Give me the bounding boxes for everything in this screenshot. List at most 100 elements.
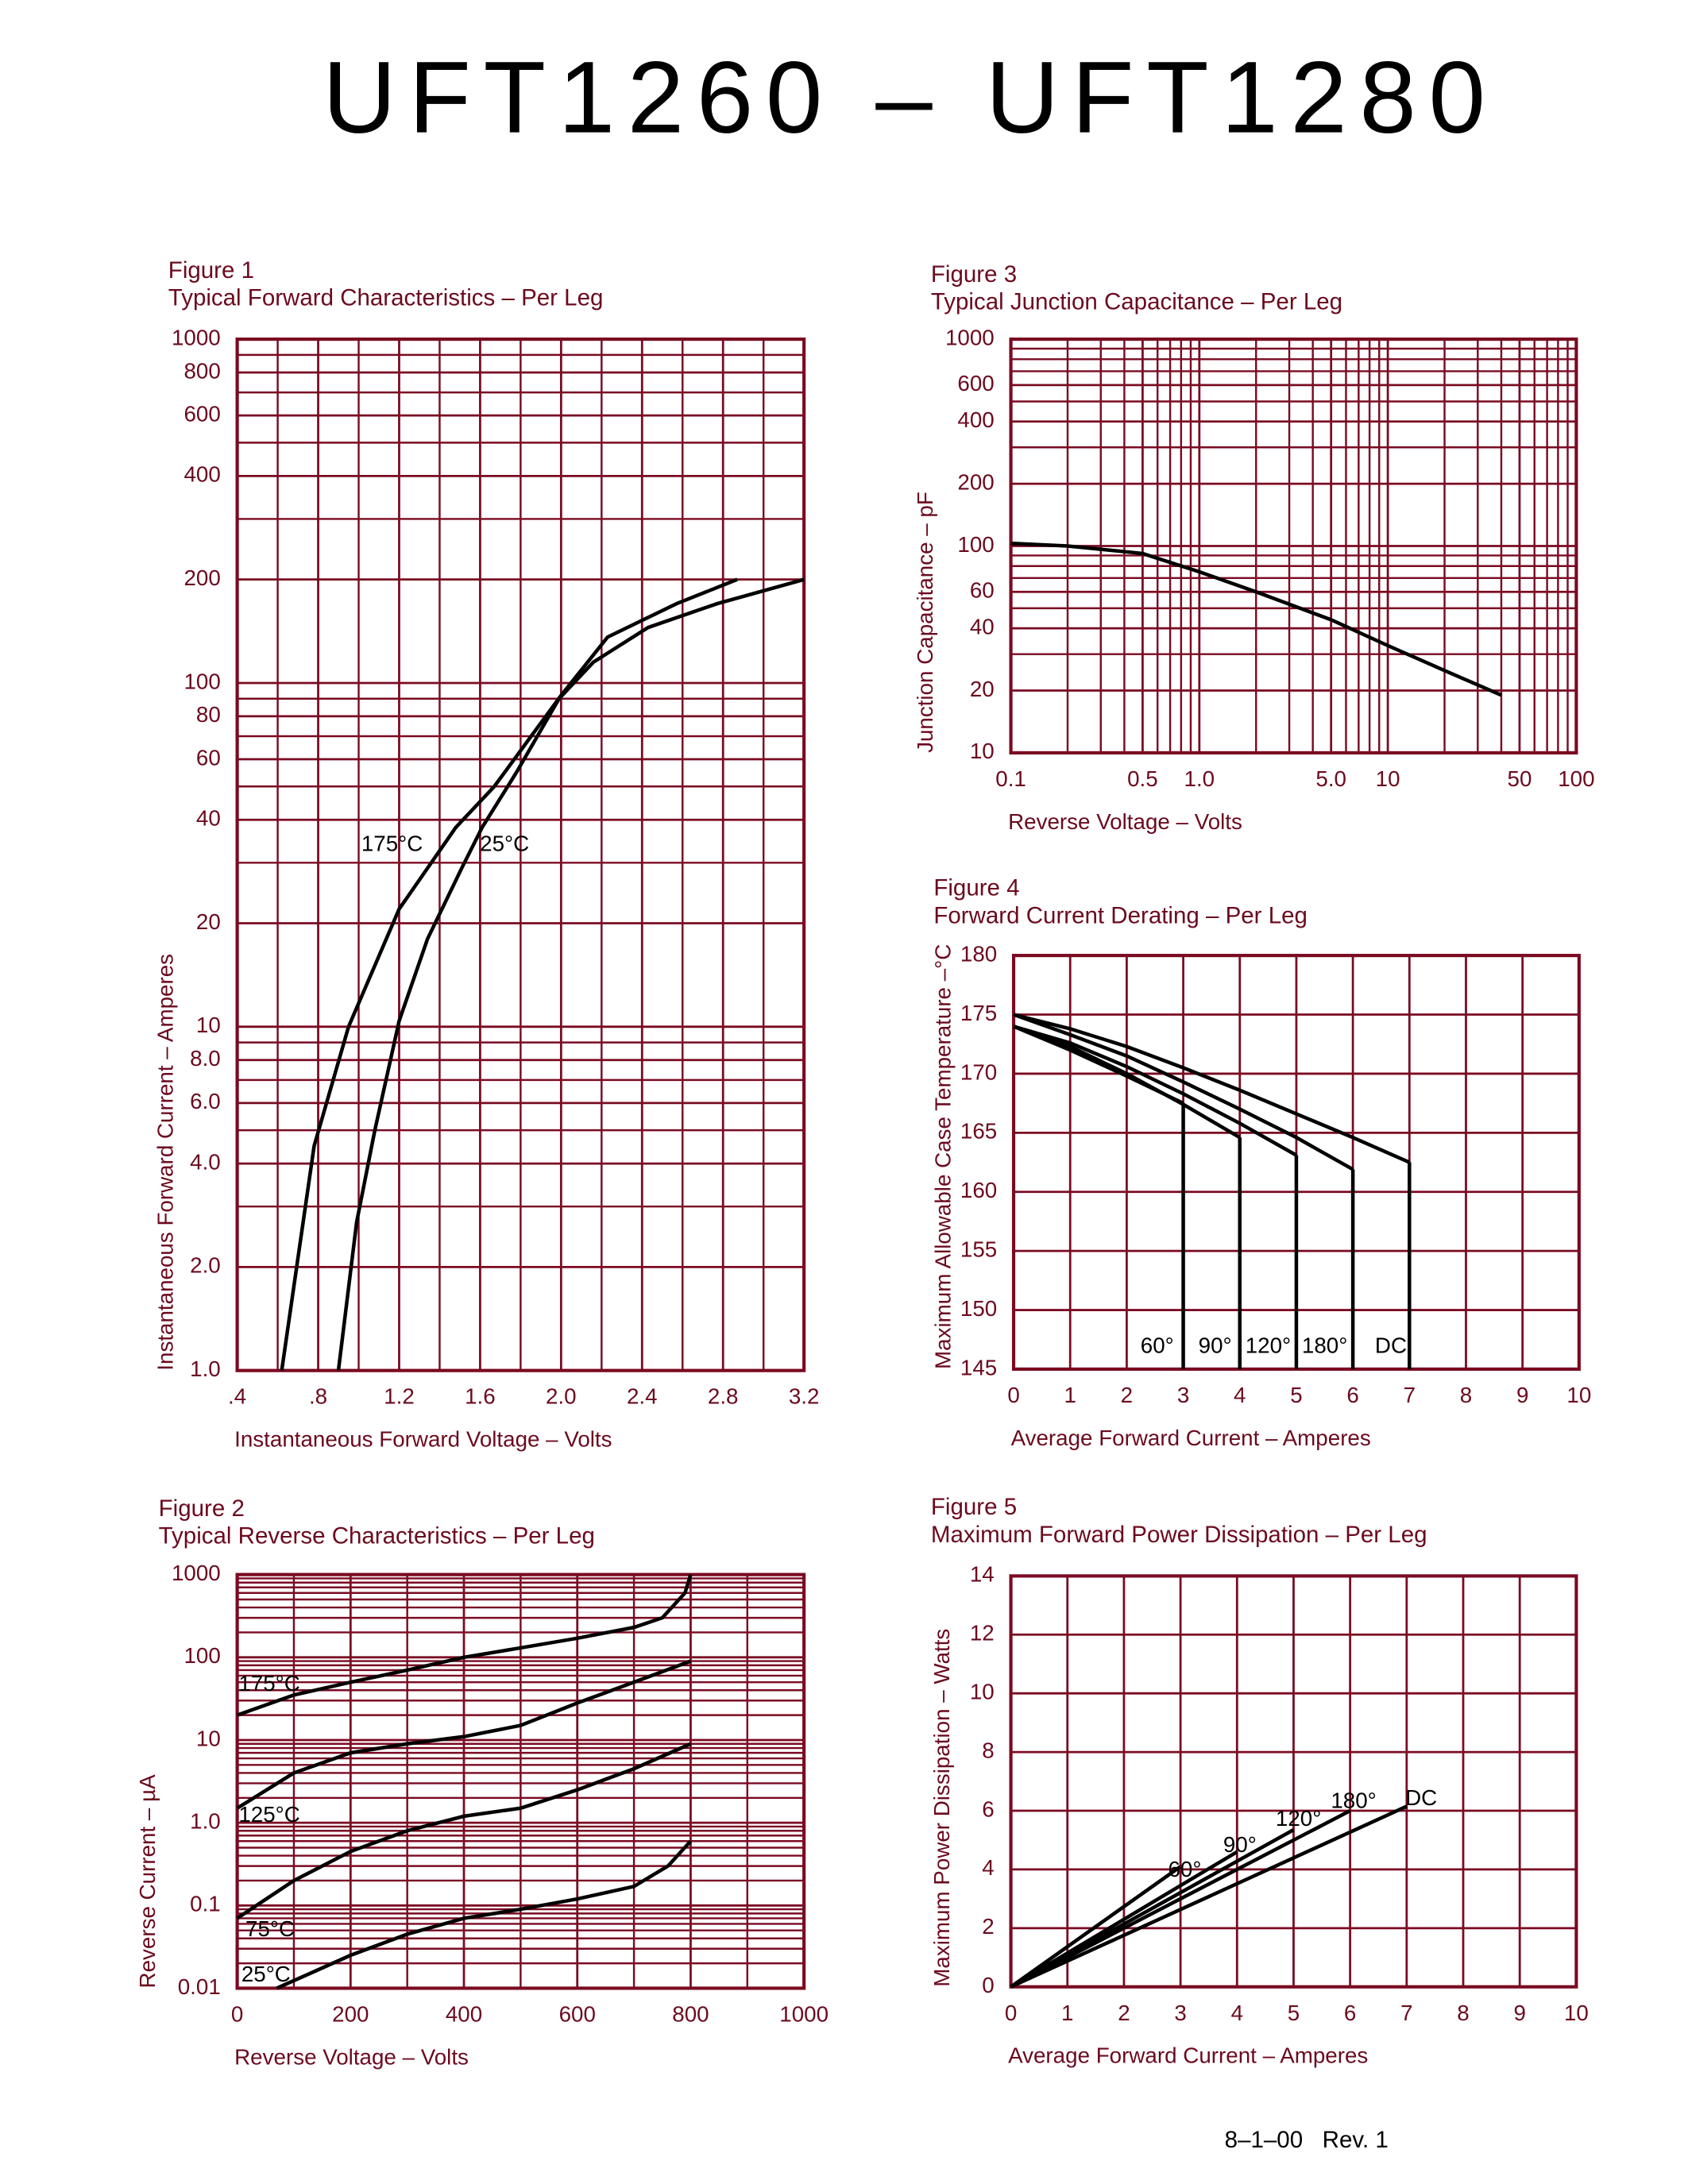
- y-axis-label: Reverse Current – µA: [135, 1774, 160, 1989]
- curve: [1010, 1804, 1408, 1989]
- y-tick-label: 145: [960, 1355, 997, 1379]
- y-tick-label: 1.0: [190, 1356, 221, 1381]
- x-tick-label: 400: [446, 2002, 482, 2027]
- x-axis-label: Average Forward Current – Amperes: [1008, 2043, 1368, 2068]
- y-tick-label: 170: [960, 1059, 997, 1084]
- y-tick-label: 4: [982, 1855, 994, 1880]
- y-tick-label: 200: [957, 469, 994, 494]
- y-tick-label: 8: [982, 1738, 994, 1762]
- y-tick-label: 0.01: [178, 1974, 221, 1999]
- y-tick-label: 10: [196, 1726, 221, 1750]
- y-axis-label: Junction Capacitance – pF: [913, 492, 937, 753]
- x-tick-label: 2.4: [627, 1384, 658, 1409]
- y-tick-label: 10: [970, 739, 995, 763]
- x-tick-label: 1000: [779, 2002, 829, 2027]
- x-tick-label: 2: [1121, 1383, 1133, 1407]
- y-tick-label: 600: [183, 401, 220, 426]
- x-tick-label: 1.6: [465, 1384, 496, 1409]
- x-tick-label: 6: [1346, 1383, 1358, 1407]
- figure-label: Figure 2: [159, 1495, 245, 1522]
- plot-frame: [235, 338, 806, 1372]
- x-tick-label: 3: [1174, 2001, 1186, 2025]
- y-tick-label: 400: [957, 407, 994, 432]
- y-tick-label: 175: [960, 1001, 997, 1025]
- y-tick-label: 1000: [172, 1561, 221, 1585]
- y-tick-label: 8.0: [190, 1046, 221, 1071]
- x-tick-label: 2.8: [708, 1384, 739, 1409]
- x-axis-label: Instantaneous Forward Voltage – Volts: [234, 1427, 612, 1452]
- plot-frame: [1009, 338, 1578, 754]
- curve-label: 180°: [1331, 1788, 1376, 1812]
- curve: [236, 1742, 692, 1920]
- x-tick-label: 5: [1290, 1383, 1302, 1407]
- y-tick-label: 10: [196, 1013, 221, 1037]
- y-tick-label: 1.0: [190, 1808, 221, 1833]
- x-tick-label: .4: [228, 1384, 246, 1409]
- x-tick-label: 0: [1007, 1383, 1019, 1407]
- x-tick-label: 4: [1231, 2001, 1243, 2025]
- y-tick-label: 6: [982, 1796, 994, 1821]
- y-tick-label: 1000: [945, 325, 995, 349]
- x-tick-label: 1.0: [1184, 766, 1215, 791]
- y-tick-label: 20: [970, 677, 995, 701]
- x-tick-label: 2.0: [546, 1384, 577, 1409]
- x-tick-label: 8: [1457, 2001, 1469, 2025]
- curve-label: 120°: [1276, 1806, 1321, 1831]
- curve-label: 125°C: [238, 1802, 299, 1827]
- y-axis-label: Instantaneous Forward Current – Amperes: [153, 954, 177, 1371]
- x-tick-label: 9: [1516, 1383, 1528, 1407]
- y-tick-label: 2.0: [190, 1253, 221, 1278]
- y-tick-label: 100: [183, 1643, 220, 1668]
- figure-label: Figure 5: [931, 1494, 1017, 1520]
- curve-label: DC: [1405, 1785, 1437, 1810]
- y-tick-label: 150: [960, 1296, 997, 1321]
- curve: [276, 1839, 693, 1990]
- y-tick-label: 160: [960, 1178, 997, 1202]
- curve-label: DC: [1375, 1333, 1407, 1358]
- chart-title: Forward Current Derating – Per Leg: [933, 902, 1308, 928]
- x-tick-label: 0: [1005, 2001, 1017, 2025]
- y-tick-label: 12: [970, 1621, 995, 1646]
- x-tick-label: 3.2: [789, 1384, 820, 1409]
- curve: [1010, 1865, 1182, 1989]
- x-tick-label: 100: [1558, 766, 1594, 791]
- figure-label: Figure 1: [168, 257, 254, 284]
- curve-label: 25°C: [241, 1962, 291, 1986]
- curve: [1013, 1024, 1298, 1157]
- y-tick-label: 165: [960, 1119, 997, 1144]
- y-tick-label: 0.1: [190, 1892, 221, 1916]
- x-tick-label: 3: [1177, 1383, 1189, 1407]
- curve-label: 25°C: [480, 832, 529, 856]
- x-tick-label: 5: [1288, 2001, 1300, 2025]
- x-tick-label: 10: [1376, 766, 1400, 791]
- x-tick-label: 0.5: [1127, 766, 1158, 791]
- y-tick-label: 155: [960, 1237, 997, 1261]
- curve: [236, 1573, 693, 1717]
- y-tick-label: 80: [196, 702, 221, 727]
- x-axis-label: Reverse Voltage – Volts: [1008, 809, 1242, 834]
- curve: [1010, 1809, 1351, 1989]
- y-tick-label: 400: [183, 462, 220, 487]
- y-tick-label: 60: [970, 578, 995, 603]
- curve-label: 180°: [1302, 1333, 1347, 1358]
- plot-frame: [235, 1572, 806, 1990]
- page-title: UFT1260 – UFT1280: [323, 41, 1498, 155]
- curve-label: 75°C: [245, 1916, 295, 1941]
- x-tick-label: 7: [1404, 1383, 1416, 1407]
- footer: 8–1–00 Rev. 1: [1225, 2127, 1389, 2153]
- x-tick-label: 4: [1234, 1383, 1246, 1407]
- curve: [280, 577, 738, 1372]
- curve-label: 120°: [1246, 1333, 1291, 1358]
- chart-title: Typical Junction Capacitance – Per Leg: [931, 289, 1342, 315]
- y-axis-label: Maximum Allowable Case Temperature –°C: [931, 944, 956, 1369]
- x-tick-label: 10: [1566, 1383, 1591, 1407]
- curve-label: 175°C: [238, 1671, 299, 1696]
- x-tick-label: 600: [559, 2002, 596, 2027]
- y-tick-label: 0: [982, 1973, 994, 1997]
- curve-label: 60°: [1141, 1333, 1174, 1358]
- y-tick-label: 600: [957, 371, 994, 396]
- x-tick-label: 0: [231, 2002, 243, 2027]
- y-tick-label: 100: [957, 532, 994, 557]
- y-tick-label: 100: [183, 669, 220, 693]
